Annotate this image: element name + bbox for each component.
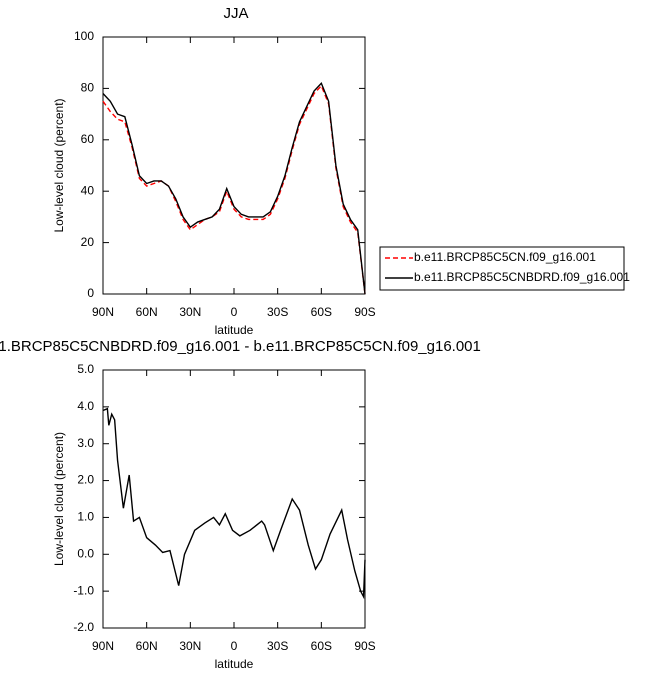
y-tick-label: 4.0: [77, 399, 94, 413]
y-tick-label: 20: [81, 235, 95, 249]
x-tick-label: 60S: [311, 305, 332, 319]
x-tick-label: 30S: [267, 305, 288, 319]
x-tick-label: 60N: [136, 639, 158, 653]
x-tick-label: 30S: [267, 639, 288, 653]
x-tick-label: 90S: [354, 305, 375, 319]
y-tick-label: 5.0: [77, 362, 94, 376]
y-tick-label: 0: [87, 286, 94, 300]
x-axis-label: latitude: [215, 323, 254, 337]
y-tick-label: 0.0: [77, 546, 94, 560]
y-tick-label: 100: [74, 29, 94, 43]
x-tick-label: 0: [231, 305, 238, 319]
y-tick-label: -2.0: [73, 620, 94, 634]
plot-frame: [102, 36, 366, 295]
chart-title: JJA: [223, 5, 248, 22]
series-line: [102, 84, 366, 295]
x-tick-label: 90S: [354, 639, 375, 653]
x-tick-label: 90N: [92, 305, 114, 319]
y-tick-label: 60: [81, 132, 95, 146]
x-axis-label: latitude: [215, 657, 254, 671]
y-axis-label: Low-level cloud (percent): [52, 432, 66, 566]
series-line: [102, 407, 366, 600]
legend-box: [379, 246, 625, 291]
legend-label: b.e11.BRCP85C5CN.f09_g16.001: [414, 250, 596, 264]
chart-title: 11.BRCP85C5CNBDRD.f09_g16.001 - b.e11.BR…: [0, 338, 481, 355]
x-tick-label: 30N: [179, 305, 201, 319]
y-tick-label: 1.0: [77, 510, 94, 524]
y-tick-label: 2.0: [77, 473, 94, 487]
x-tick-label: 60S: [311, 639, 332, 653]
series-line: [102, 81, 366, 295]
x-tick-label: 30N: [179, 639, 201, 653]
y-tick-label: 80: [81, 81, 95, 95]
y-tick-label: -1.0: [73, 583, 94, 597]
x-tick-label: 90N: [92, 639, 114, 653]
y-axis-label: Low-level cloud (percent): [52, 98, 66, 232]
y-tick-label: 40: [81, 183, 95, 197]
x-tick-label: 0: [231, 639, 238, 653]
legend-label: b.e11.BRCP85C5CNBDRD.f09_g16.001: [414, 270, 630, 284]
plot-frame: [102, 369, 366, 629]
x-tick-label: 60N: [136, 305, 158, 319]
y-tick-label: 3.0: [77, 436, 94, 450]
